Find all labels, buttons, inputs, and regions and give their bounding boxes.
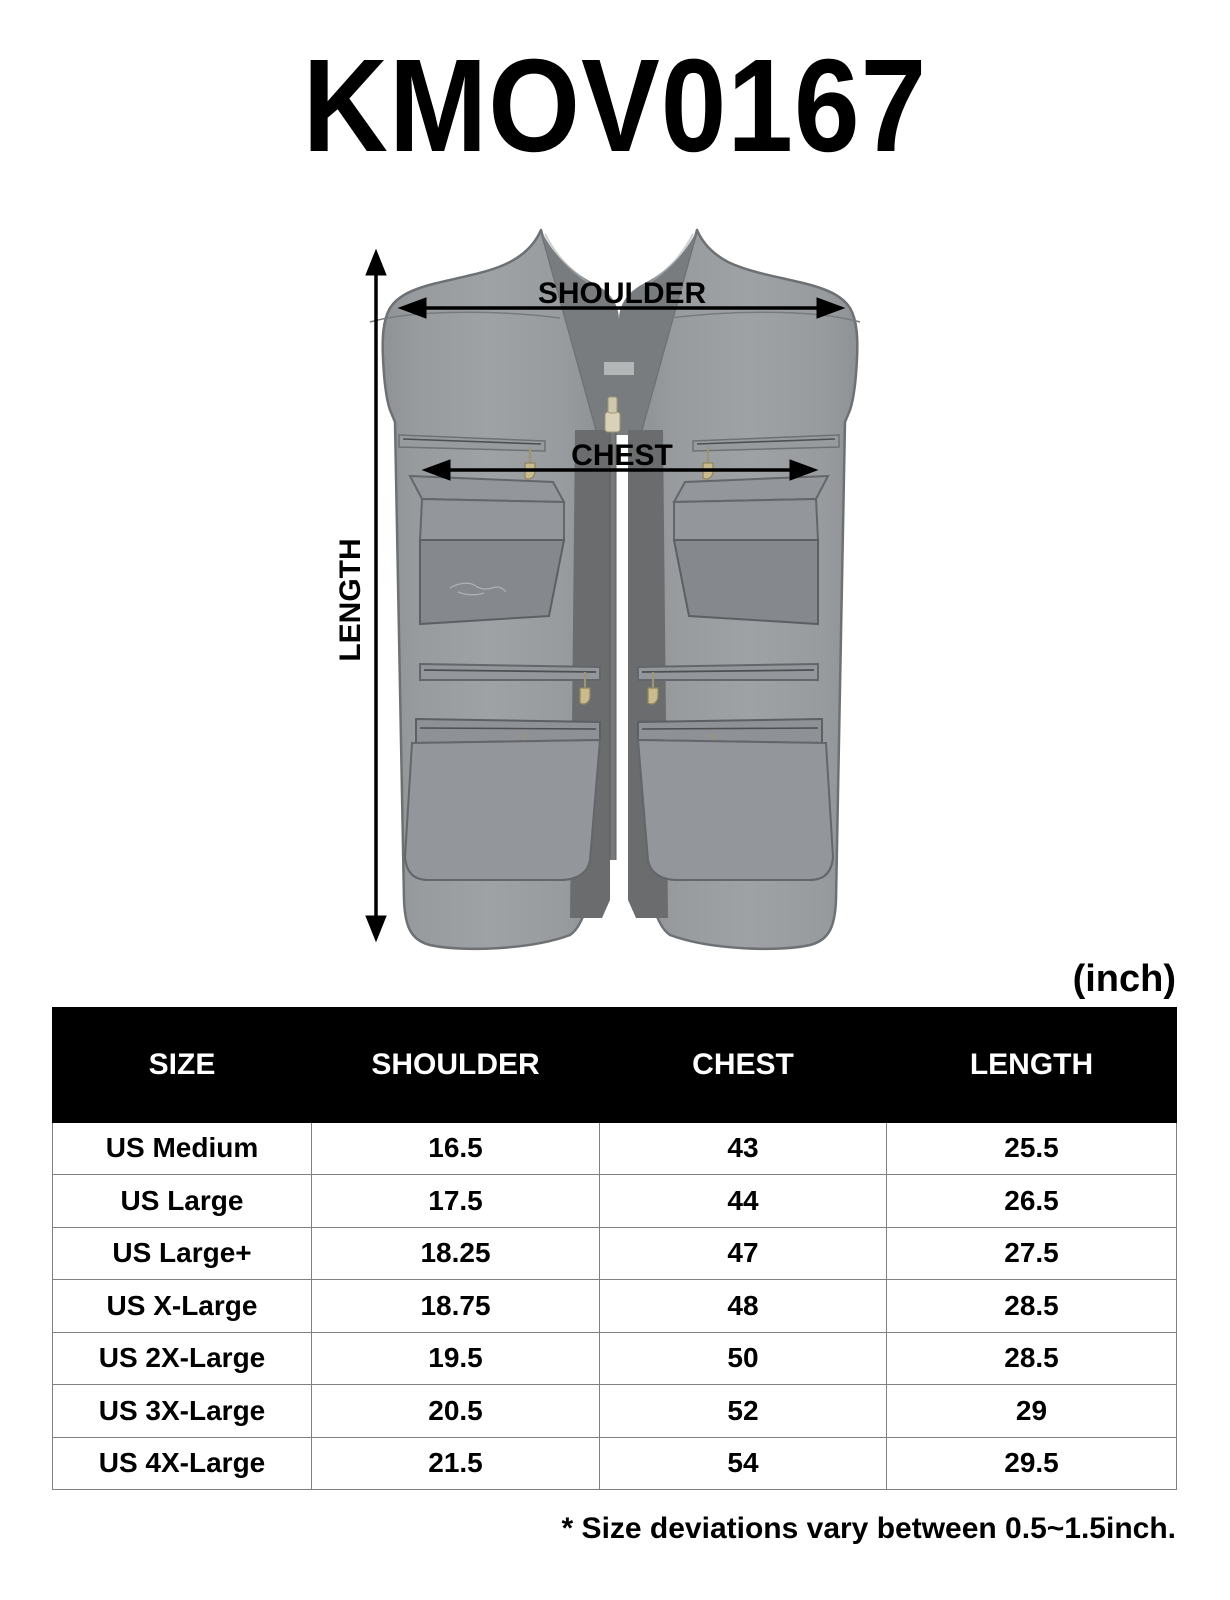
svg-text:SHOULDER: SHOULDER — [538, 277, 707, 310]
svg-text:CHEST: CHEST — [571, 439, 673, 472]
svg-text:LENGTH: LENGTH — [334, 538, 367, 661]
